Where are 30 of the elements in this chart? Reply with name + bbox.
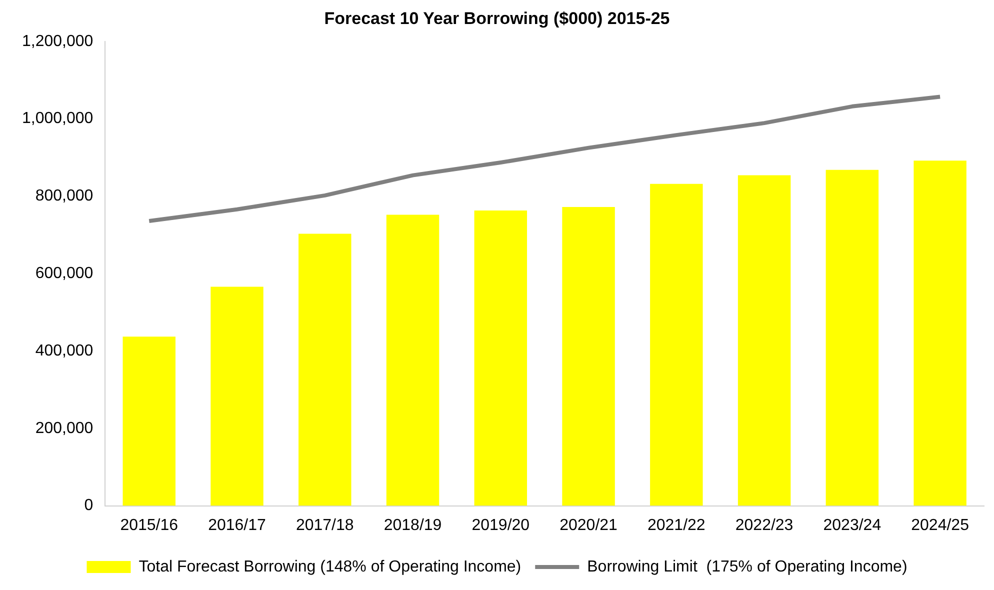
bar — [298, 234, 352, 506]
bar — [474, 210, 528, 506]
x-tick-label: 2021/22 — [647, 516, 706, 534]
bar — [826, 170, 879, 506]
x-tick-label: 2018/19 — [384, 516, 442, 534]
legend-label: Borrowing Limit (175% of Operating Income) — [587, 558, 908, 576]
legend-label: Total Forecast Borrowing (148% of Operating Income) — [138, 558, 522, 576]
bar — [738, 175, 791, 506]
bar — [562, 207, 615, 506]
x-tick-label: 2016/17 — [208, 516, 266, 534]
y-tick-label: 0 — [84, 497, 94, 514]
bar — [210, 286, 264, 506]
y-tick-label: 400,000 — [35, 342, 94, 360]
y-tick-label: 200,000 — [35, 420, 94, 437]
x-tick-label: 2020/21 — [560, 516, 618, 534]
bar — [914, 160, 966, 506]
x-tick-label: 2017/18 — [296, 516, 354, 534]
x-tick-label: 2024/25 — [911, 516, 970, 534]
bar — [386, 214, 440, 506]
x-tick-label: 2019/20 — [472, 516, 530, 534]
chart-title: Forecast 10 Year Borrowing ($000) 2015-25 — [324, 8, 670, 28]
x-tick-label: 2023/24 — [823, 516, 882, 534]
y-tick-label: 800,000 — [35, 188, 94, 205]
bar — [650, 184, 703, 506]
bar — [122, 336, 176, 506]
x-tick-label: 2022/23 — [735, 516, 794, 534]
y-tick-label: 1,000,000 — [22, 110, 94, 128]
x-tick-label: 2015/16 — [120, 516, 178, 534]
y-tick-label: 1,200,000 — [22, 32, 94, 50]
y-tick-label: 600,000 — [35, 265, 94, 282]
